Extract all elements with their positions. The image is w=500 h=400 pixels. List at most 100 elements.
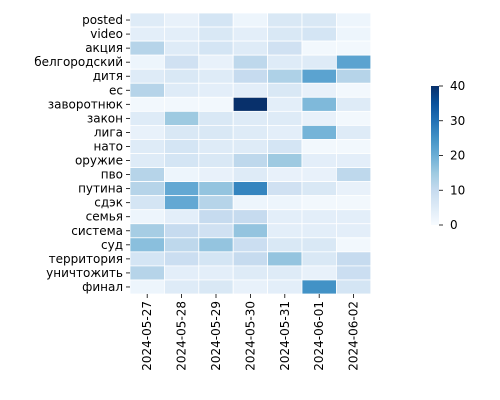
heatmap-cell [163, 181, 200, 197]
row-label: уничтожить [46, 266, 123, 280]
heatmap-cell [232, 54, 268, 70]
row-label: дитя [93, 69, 123, 83]
heatmap-cell [267, 139, 303, 154]
heatmap-cell [301, 237, 337, 253]
heatmap-cell [232, 223, 268, 239]
heatmap-cell [163, 237, 200, 253]
heatmap-cell [335, 54, 372, 70]
heatmap-cell [129, 110, 165, 126]
heatmap-cell [129, 96, 165, 112]
row-label: территория [49, 252, 123, 266]
heatmap-cell [198, 26, 234, 42]
colorbar-tick-label: 30 [450, 114, 465, 128]
heatmap-cell [267, 279, 303, 295]
heatmap-cell [267, 237, 303, 253]
heatmap-cell [129, 82, 165, 98]
heatmap-cell [335, 26, 372, 42]
heatmap-cell [198, 40, 234, 56]
heatmap-cell [129, 195, 165, 211]
heatmap-cell [335, 279, 372, 295]
heatmap-cell [232, 40, 268, 56]
heatmap-cell [301, 223, 337, 239]
heatmap-cell [129, 209, 165, 225]
heatmap-cell [163, 82, 200, 98]
heatmap-cell [129, 167, 165, 183]
heatmap-cell [163, 223, 200, 239]
heatmap-cell [335, 12, 372, 28]
column-label: 2024-05-29 [209, 301, 223, 371]
heatmap-cell [335, 265, 372, 281]
heatmap-cell [301, 279, 337, 295]
heatmap-cell [198, 167, 234, 183]
heatmap-cell [232, 26, 268, 42]
heatmap-cell [129, 251, 165, 267]
heatmap-cell [335, 209, 372, 225]
heatmap-cell [232, 125, 268, 140]
heatmap-cell [232, 139, 268, 154]
heatmap-cell [335, 125, 372, 140]
row-label: пво [101, 168, 123, 182]
heatmap-cell [163, 125, 200, 140]
heatmap-cell [198, 237, 234, 253]
row-label: posted [82, 13, 123, 27]
heatmap-cell [267, 82, 303, 98]
heatmap-cell [335, 68, 372, 84]
heatmap-cell [163, 195, 200, 211]
column-label: 2024-05-31 [278, 301, 292, 371]
heatmap-cell [267, 153, 303, 168]
heatmap-cell [267, 54, 303, 70]
heatmap-cell [129, 68, 165, 84]
heatmap-cell [335, 237, 372, 253]
row-label: акция [85, 41, 123, 55]
row-label: финал [82, 280, 123, 294]
heatmap-cell [163, 68, 200, 84]
heatmap-cell [129, 153, 165, 168]
heatmap-cell [232, 181, 268, 197]
heatmap-cell [335, 96, 372, 112]
heatmap-cell [129, 125, 165, 140]
heatmap-cell [267, 251, 303, 267]
heatmap-cell [301, 265, 337, 281]
row-label: нато [93, 139, 123, 153]
heatmap-cell [232, 167, 268, 183]
row-labels: postedvideoакциябелгородскийдитяесзаворо… [34, 13, 130, 294]
heatmap-cell [301, 26, 337, 42]
heatmap-cell [163, 12, 200, 28]
heatmap-cell [267, 265, 303, 281]
row-label: семья [86, 210, 123, 224]
heatmap-cell [301, 68, 337, 84]
heatmap-cell [335, 167, 372, 183]
heatmap-cell [232, 237, 268, 253]
colorbar: 0 10 20 30 40 [431, 79, 465, 232]
column-labels: 2024-05-27 2024-05-28 2024-05-29 2024-05-30… [140, 294, 361, 371]
heatmap-cell [232, 279, 268, 295]
heatmap-cell [129, 26, 165, 42]
heatmap-cell [267, 26, 303, 42]
heatmap-cell [232, 82, 268, 98]
heatmap-cell [232, 209, 268, 225]
heatmap-cell [163, 265, 200, 281]
heatmap-cell [198, 139, 234, 154]
heatmap-cell [163, 40, 200, 56]
heatmap-cell [198, 251, 234, 267]
heatmap-cell [163, 96, 200, 112]
heatmap-cell [129, 40, 165, 56]
heatmap-cell [301, 82, 337, 98]
heatmap-cell [232, 68, 268, 84]
heatmap-cell [198, 82, 234, 98]
heatmap-cell [232, 251, 268, 267]
colorbar-tick-label: 0 [450, 218, 458, 232]
heatmap-cell [267, 96, 303, 112]
heatmap-cell [267, 40, 303, 56]
heatmap-cell [129, 181, 165, 197]
heatmap-cell [198, 181, 234, 197]
heatmap-cell [335, 195, 372, 211]
column-label: 2024-06-02 [347, 301, 361, 371]
heatmap-cell [198, 110, 234, 126]
heatmap-cell [301, 251, 337, 267]
heatmap-cell [301, 181, 337, 197]
heatmap-cell [301, 209, 337, 225]
heatmap-cell [232, 110, 268, 126]
row-label: система [71, 224, 123, 238]
row-label: суд [101, 238, 123, 252]
